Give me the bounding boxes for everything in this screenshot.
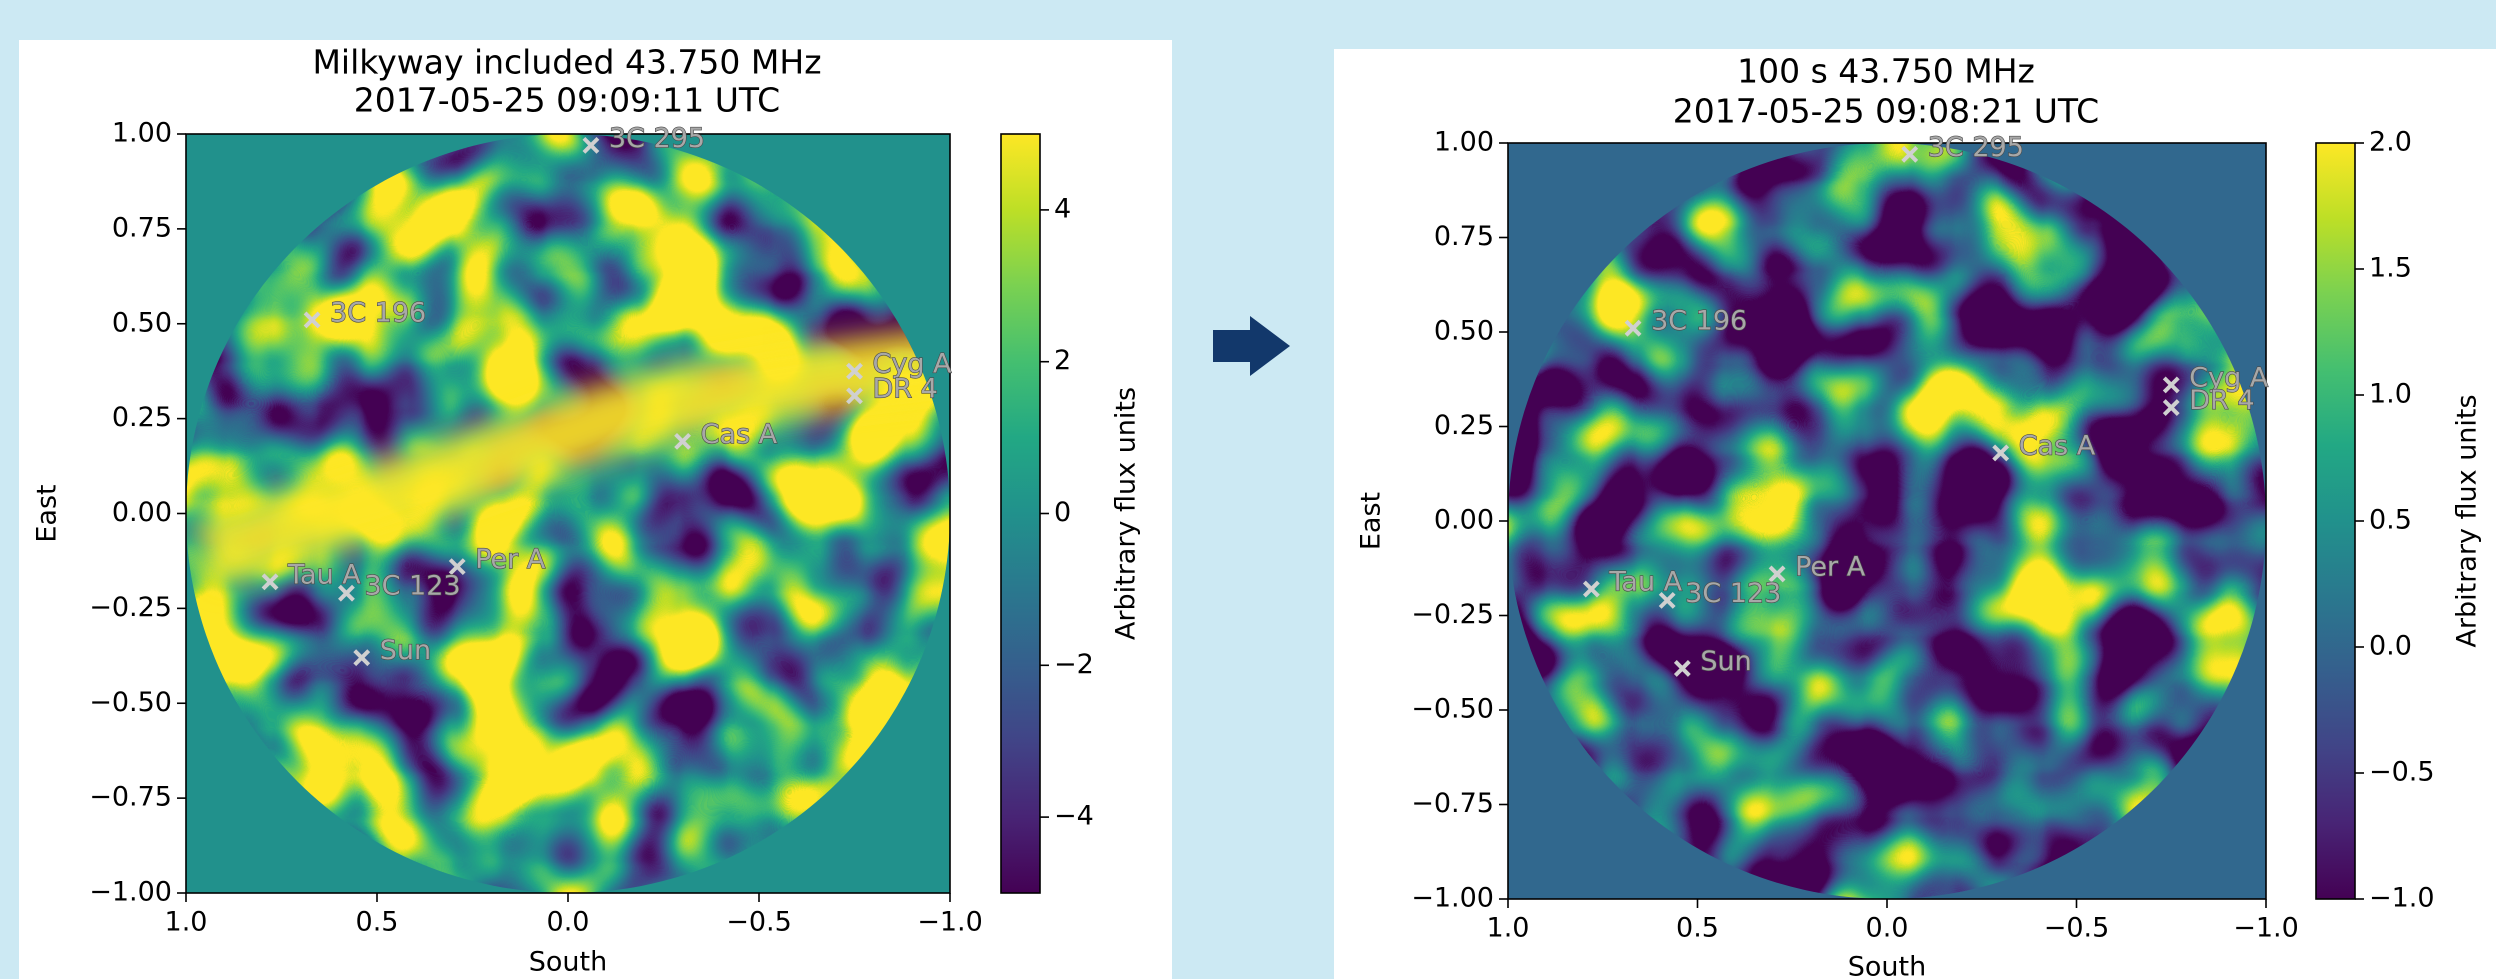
x-tick-label: 1.0 [1487,913,1530,944]
y-tick-label: 0.00 [1434,505,1494,536]
source-label: 3C 295 [609,123,705,154]
y-tick-label: 0.25 [112,402,172,433]
x-tick-label: 0.0 [547,907,590,938]
y-tick-label: 0.50 [112,307,172,338]
y-tick-label: 0.50 [1434,316,1494,347]
y-tick-label: 1.00 [112,118,172,149]
source-label: 3C 295 [1928,132,2024,163]
source-marker [303,311,321,329]
y-tick-label: −0.75 [89,782,172,813]
sky-image [186,134,950,893]
source-label: 3C 123 [364,571,460,602]
source-marker [1673,660,1691,677]
colorbar-tick-label: 1.5 [2369,253,2412,284]
y-tick-label: 0.00 [112,497,172,528]
x-axis-label: South [1848,952,1926,979]
source-marker [353,649,371,667]
colorbar-tick-label: −0.5 [2369,757,2435,788]
y-tick-label: −0.75 [1411,788,1494,819]
source-label: Sun [380,635,431,666]
y-tick-label: 1.00 [1434,127,1494,158]
chart-title: 2017-05-25 09:08:21 UTC [1673,92,2099,131]
colorbar-tick-label: 2 [1054,345,1071,376]
chart-title: 2017-05-25 09:09:11 UTC [354,81,780,120]
x-axis-label: South [529,947,607,978]
chart-title: Milkyway included 43.750 MHz [312,43,821,82]
source-marker [261,573,279,591]
source-marker [448,558,466,576]
y-tick-label: −1.00 [89,877,172,908]
source-marker [1658,591,1676,609]
colorbar-tick-label: 4 [1054,193,1071,224]
y-tick-label: −0.50 [89,687,172,718]
y-tick-label: −1.00 [1411,883,1494,914]
colorbar-label: Arbitrary flux units [1111,387,1142,640]
colorbar-tick-label: −1.0 [2369,883,2435,914]
colorbar [2315,142,2356,900]
colorbar-tick-label: 0.0 [2369,631,2412,662]
y-tick-label: 0.75 [112,212,172,243]
source-marker [846,362,863,380]
x-tick-label: −0.5 [2044,913,2110,944]
source-label: Per A [475,544,546,575]
chart-title: 100 s 43.750 MHz [1737,52,2035,91]
source-label: 3C 196 [330,297,426,328]
source-marker [1992,444,2010,462]
source-marker [1768,565,1786,583]
y-axis-label: East [1356,492,1387,550]
sky-image [1508,143,2266,899]
galactic-band [195,328,950,587]
y-tick-label: −0.25 [89,592,172,623]
y-axis-label: East [32,484,63,542]
source-label: Tau A [1608,567,1682,598]
source-label: 3C 123 [1685,578,1781,609]
colorbar-tick-label: 1.0 [2369,379,2412,410]
source-label: Cyg A [2189,362,2269,393]
source-label: DR 4 [2189,385,2254,416]
source-label: Sun [1700,646,1751,677]
x-tick-label: 0.5 [1676,913,1719,944]
x-tick-label: 0.5 [356,907,399,938]
colorbar-tick-label: 0 [1054,497,1071,528]
x-tick-label: −1.0 [917,907,983,938]
colorbar-tick-label: −2 [1054,649,1094,680]
source-marker [582,136,600,154]
x-tick-label: −0.5 [726,907,792,938]
arrow-icon [1213,316,1290,376]
y-tick-label: 0.75 [1434,221,1494,252]
source-marker [1582,580,1600,598]
source-marker [846,387,863,405]
colorbar-tick-label: −4 [1054,801,1094,832]
source-label: Cas A [701,419,778,450]
colorbar-label: Arbitrary flux units [2452,394,2483,647]
source-marker [1624,319,1642,337]
source-marker [338,584,355,602]
source-label: DR 4 [873,373,938,404]
source-marker [2162,399,2180,417]
colorbar-tick-label: 0.5 [2369,505,2412,536]
source-label: Tau A [287,559,361,590]
x-tick-label: 1.0 [165,907,208,938]
y-tick-label: −0.25 [1411,599,1494,630]
source-label: Per A [1795,551,1866,582]
y-tick-label: −0.50 [1411,694,1494,725]
source-marker [1901,145,1919,163]
colorbar-tick-label: 2.0 [2369,127,2412,158]
colorbar [1000,133,1041,894]
source-label: Cas A [2019,430,2096,461]
source-marker [674,432,692,450]
source-marker [2162,376,2180,394]
y-tick-label: 0.25 [1434,410,1494,441]
x-tick-label: −1.0 [2233,913,2299,944]
x-tick-label: 0.0 [1866,913,1909,944]
sky-texture [1508,143,2266,899]
source-label: Cyg A [873,349,953,380]
source-label: 3C 196 [1651,306,1747,337]
